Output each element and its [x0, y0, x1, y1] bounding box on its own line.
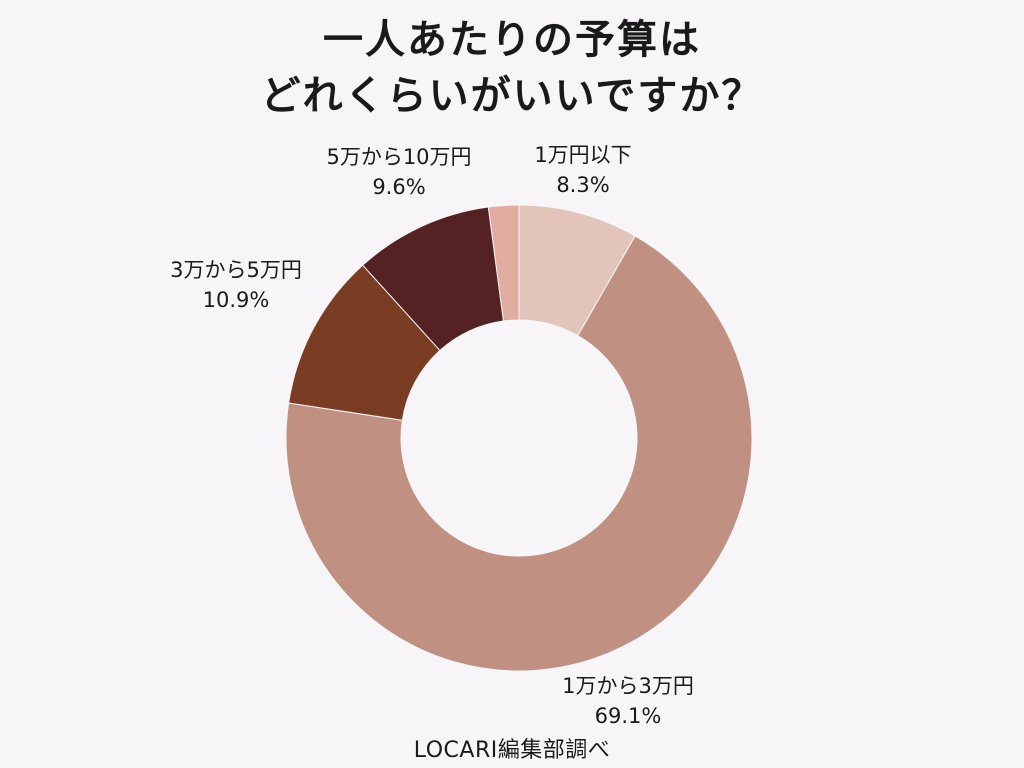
source-note: LOCARI編集部調べ	[413, 738, 611, 763]
slice-2-value-label: 69.1%	[595, 704, 662, 728]
chart-title-line-1: 一人あたりの予算は	[323, 17, 701, 63]
slice-3-value-label: 10.9%	[203, 288, 270, 312]
slice-1-value-label: 8.3%	[556, 173, 609, 197]
chart-title: 一人あたりの予算は どれくらいがいいですか？	[0, 12, 1024, 124]
slice-5	[487, 204, 520, 322]
slice-1-category-label: 1万円以下	[534, 143, 631, 167]
slice-2-category-label: 1万から3万円	[562, 674, 694, 698]
slice-4-category-label: 5万から10万円	[326, 145, 471, 169]
slice-labels: 1万円以下 8.3% 1万から3万円 69.1% 3万から5万円 10.9% 5万から10万…	[170, 143, 694, 728]
chart-title-line-2: どれくらいがいいですか？	[260, 73, 764, 119]
donut-slices	[285, 204, 753, 672]
slice-3-category-label: 3万から5万円	[170, 258, 302, 282]
slice-4-value-label: 9.6%	[372, 175, 425, 199]
slice-2	[285, 235, 753, 672]
